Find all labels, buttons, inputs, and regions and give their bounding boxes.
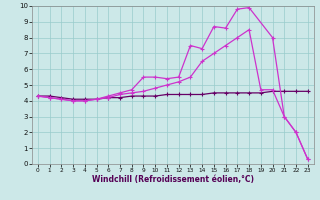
X-axis label: Windchill (Refroidissement éolien,°C): Windchill (Refroidissement éolien,°C) [92,175,254,184]
